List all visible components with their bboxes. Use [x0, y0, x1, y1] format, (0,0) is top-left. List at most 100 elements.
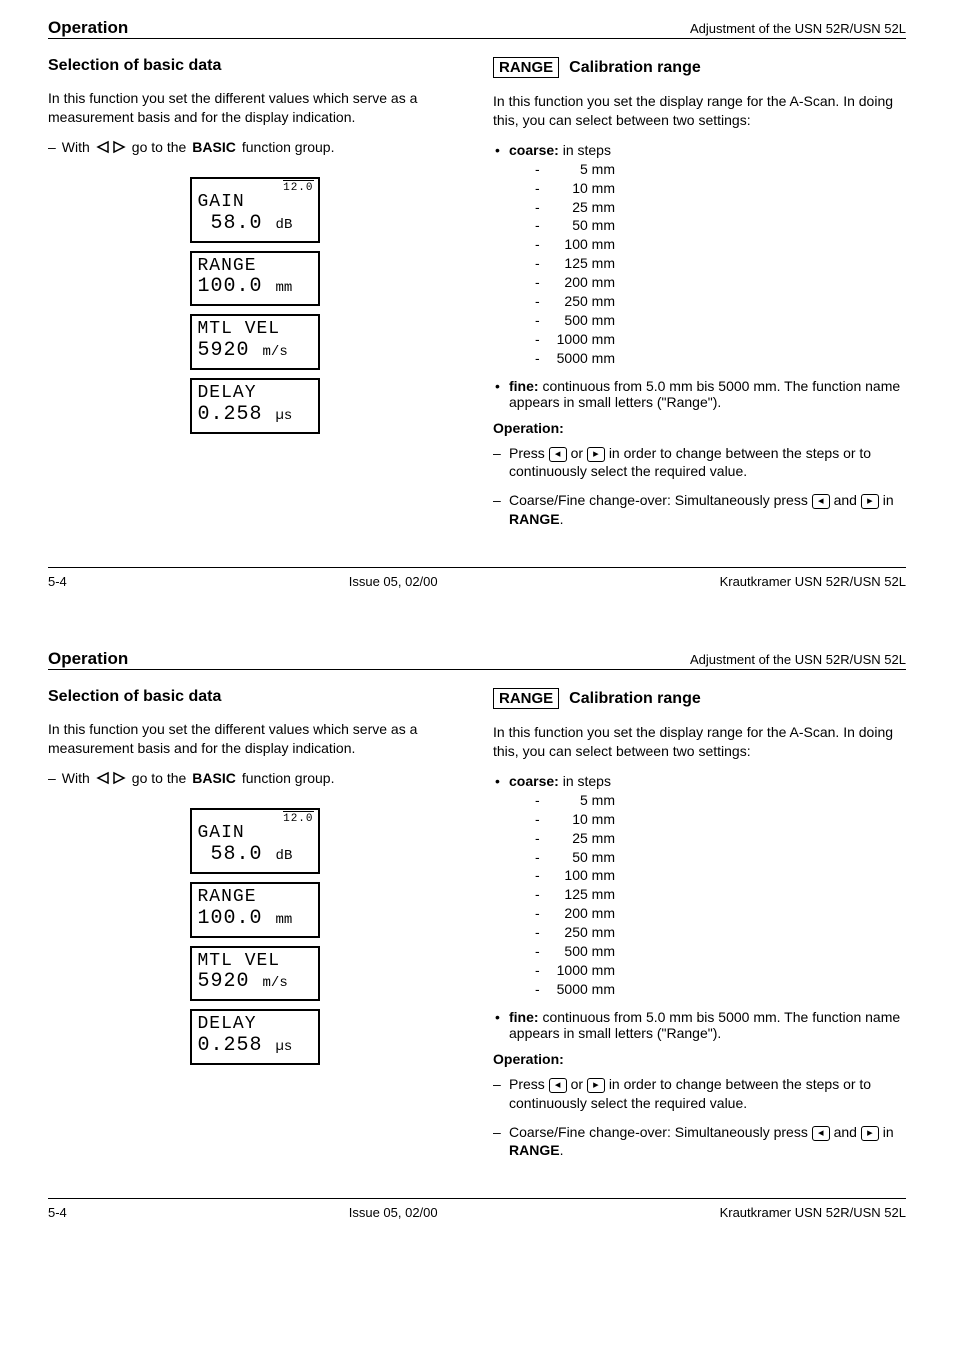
step: -500 mm	[535, 311, 906, 330]
page-header: Operation Adjustment of the USN 52R/USN …	[48, 18, 906, 38]
left-key-icon: ◂	[812, 494, 830, 509]
step: -125 mm	[535, 885, 906, 904]
lcd-gain-label: GAIN	[198, 193, 312, 213]
step: -10 mm	[535, 810, 906, 829]
step: -200 mm	[535, 904, 906, 923]
step: -125 mm	[535, 254, 906, 273]
left-column: Selection of basic data In this function…	[48, 57, 461, 539]
lcd: 12.0 GAIN 58.0 dB RANGE 100.0 mm MTL VEL…	[190, 808, 320, 1073]
lcd-corner: 12.0	[283, 811, 313, 825]
left-intro: In this function you set the different v…	[48, 89, 461, 127]
step: -10 mm	[535, 179, 906, 198]
step: -250 mm	[535, 923, 906, 942]
content-columns: Selection of basic data In this function…	[48, 688, 906, 1170]
page-2: Operation Adjustment of the USN 52R/USN …	[0, 599, 954, 1230]
nav-post-2: function group.	[242, 139, 335, 155]
step: -5 mm	[535, 791, 906, 810]
nav-post-2: function group.	[242, 770, 335, 786]
page-footer: 5-4 Issue 05, 02/00 Krautkramer USN 52R/…	[48, 574, 906, 589]
header-left: Operation	[48, 18, 128, 38]
lcd-panel: 12.0 GAIN 58.0 dB RANGE 100.0 mm MTL VEL…	[48, 177, 461, 442]
lcd-cell-mtlvel: MTL VEL 5920 m/s	[190, 946, 320, 1002]
right-key-icon: ▸	[587, 1078, 605, 1093]
operation-list: Press ◂ or ▸ in order to change between …	[493, 444, 906, 530]
right-column: RANGE Calibration range In this function…	[493, 57, 906, 539]
nav-post-1: go to the	[132, 139, 187, 155]
operation-item-2: Coarse/Fine change-over: Simultaneously …	[493, 1123, 906, 1161]
coarse-steps: -5 mm -10 mm -25 mm -50 mm -100 mm -125 …	[535, 791, 906, 999]
step: -1000 mm	[535, 961, 906, 980]
step: -50 mm	[535, 848, 906, 867]
operation-item-1: Press ◂ or ▸ in order to change between …	[493, 444, 906, 482]
left-key-icon: ◂	[812, 1126, 830, 1141]
step: -100 mm	[535, 866, 906, 885]
footer-right: Krautkramer USN 52R/USN 52L	[720, 574, 906, 589]
step: -5 mm	[535, 160, 906, 179]
footer-left: 5-4	[48, 574, 67, 589]
lcd-cell-delay: DELAY 0.258 µs	[190, 1009, 320, 1065]
right-key-icon: ▸	[861, 1126, 879, 1141]
settings-list: coarse: in steps -5 mm -10 mm -25 mm -50…	[493, 142, 906, 410]
lcd-cell-gain: 12.0 GAIN 58.0 dB	[190, 177, 320, 243]
operation-item-2: Coarse/Fine change-over: Simultaneously …	[493, 491, 906, 529]
lcd-cell-gain: 12.0 GAIN 58.0 dB	[190, 808, 320, 874]
lcd-range-label: RANGE	[198, 257, 312, 277]
header-left: Operation	[48, 649, 128, 669]
lcd-corner: 12.0	[283, 180, 313, 194]
page-footer: 5-4 Issue 05, 02/00 Krautkramer USN 52R/…	[48, 1205, 906, 1220]
step: -5000 mm	[535, 349, 906, 368]
operation-heading: Operation:	[493, 420, 906, 436]
coarse-label: coarse:	[509, 142, 559, 158]
triangle-left-right-icon	[96, 140, 126, 154]
footer-right: Krautkramer USN 52R/USN 52L	[720, 1205, 906, 1220]
step: -25 mm	[535, 198, 906, 217]
step: -500 mm	[535, 942, 906, 961]
left-heading: Selection of basic data	[48, 57, 461, 75]
right-heading-row: RANGE Calibration range	[493, 688, 906, 709]
coarse-item: coarse: in steps -5 mm -10 mm -25 mm -50…	[493, 773, 906, 999]
right-heading: Calibration range	[569, 59, 701, 77]
right-key-icon: ▸	[861, 494, 879, 509]
left-nav-line: – With go to the BASIC function group.	[48, 770, 461, 786]
fine-item: fine: continuous from 5.0 mm bis 5000 mm…	[493, 1009, 906, 1041]
page-1: Operation Adjustment of the USN 52R/USN …	[0, 0, 954, 599]
lcd-cell-delay: DELAY 0.258 µs	[190, 378, 320, 434]
operation-list: Press ◂ or ▸ in order to change between …	[493, 1075, 906, 1161]
lcd-mtlvel-label: MTL VEL	[198, 320, 312, 340]
header-right: Adjustment of the USN 52R/USN 52L	[690, 21, 906, 36]
operation-heading: Operation:	[493, 1051, 906, 1067]
content-columns: Selection of basic data In this function…	[48, 57, 906, 539]
lcd-delay-label: DELAY	[198, 384, 312, 404]
page-header: Operation Adjustment of the USN 52R/USN …	[48, 649, 906, 669]
footer-left: 5-4	[48, 1205, 67, 1220]
fine-text: continuous from 5.0 mm bis 5000 mm. The …	[509, 378, 900, 410]
triangle-left-right-icon	[96, 771, 126, 785]
coarse-tail: in steps	[563, 142, 611, 158]
left-column: Selection of basic data In this function…	[48, 688, 461, 1170]
right-intro: In this function you set the display ran…	[493, 723, 906, 761]
footer-center: Issue 05, 02/00	[349, 1205, 438, 1220]
fine-label: fine:	[509, 378, 539, 394]
left-nav-line: – With go to the BASIC function group.	[48, 139, 461, 155]
left-heading: Selection of basic data	[48, 688, 461, 706]
header-rule	[48, 38, 906, 39]
step: -250 mm	[535, 292, 906, 311]
header-right: Adjustment of the USN 52R/USN 52L	[690, 652, 906, 667]
right-intro: In this function you set the display ran…	[493, 92, 906, 130]
footer-rule	[48, 1198, 906, 1199]
lcd: 12.0 GAIN 58.0 dB RANGE 100.0 mm MTL VEL…	[190, 177, 320, 442]
range-box-label: RANGE	[493, 688, 559, 709]
operation-item-1: Press ◂ or ▸ in order to change between …	[493, 1075, 906, 1113]
right-column: RANGE Calibration range In this function…	[493, 688, 906, 1170]
range-box-label: RANGE	[493, 57, 559, 78]
left-intro: In this function you set the different v…	[48, 720, 461, 758]
step: -25 mm	[535, 829, 906, 848]
right-key-icon: ▸	[587, 447, 605, 462]
left-key-icon: ◂	[549, 1078, 567, 1093]
step: -100 mm	[535, 235, 906, 254]
lcd-panel: 12.0 GAIN 58.0 dB RANGE 100.0 mm MTL VEL…	[48, 808, 461, 1073]
right-heading-row: RANGE Calibration range	[493, 57, 906, 78]
coarse-item: coarse: in steps -5 mm -10 mm -25 mm -50…	[493, 142, 906, 368]
nav-pre: With	[62, 770, 90, 786]
nav-pre: With	[62, 139, 90, 155]
